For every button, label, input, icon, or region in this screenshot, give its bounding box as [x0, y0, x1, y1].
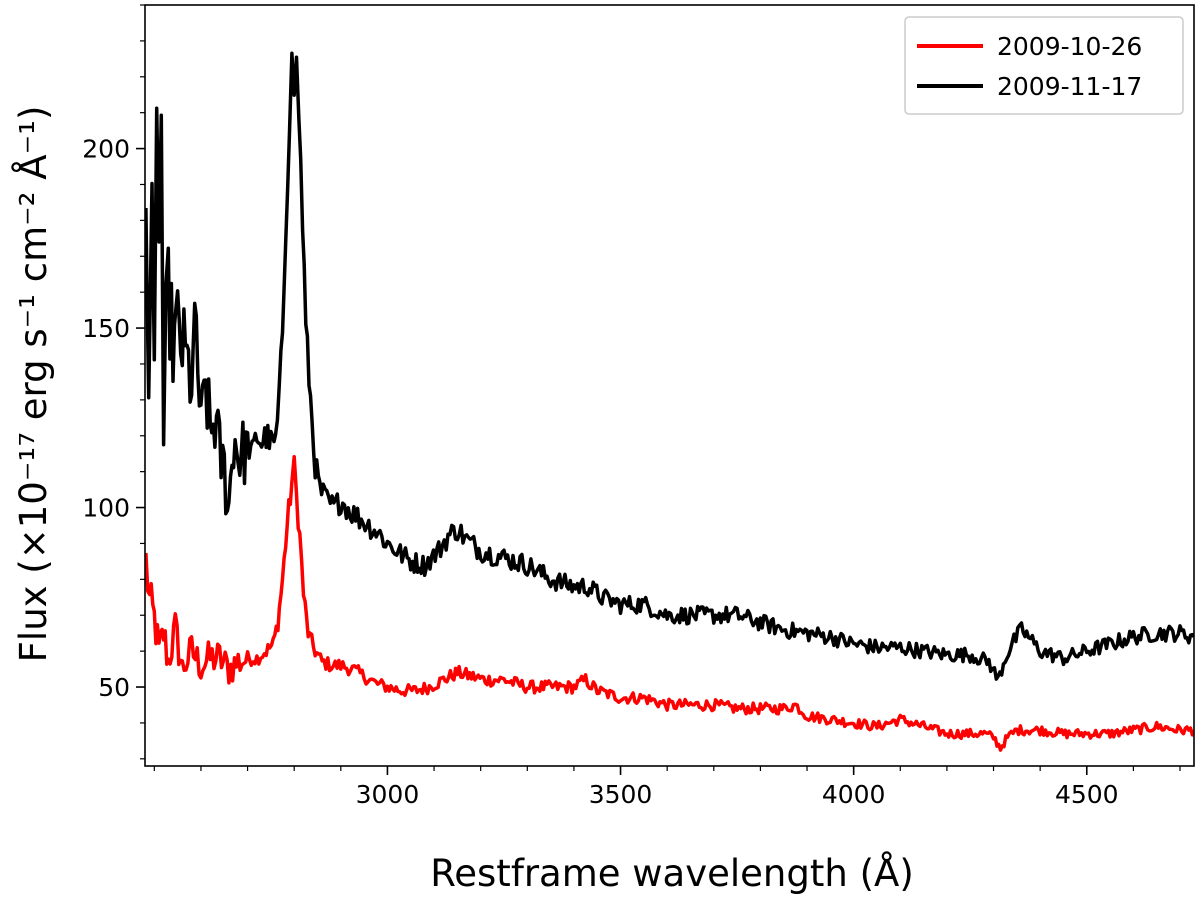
x-axis-label: Restframe wavelength (Å)	[430, 851, 914, 895]
x-tick-label-3: 4500	[1055, 780, 1119, 809]
axes-layer: 3000 3500 4000 4500 50 100 150 200	[82, 4, 1195, 809]
legend: 2009-10-26 2009-11-17	[904, 16, 1184, 115]
y-tick-label-1: 100	[82, 494, 130, 523]
x-tick-label-2: 4000	[822, 780, 886, 809]
plot-layer	[145, 51, 1194, 752]
x-tick-label-1: 3500	[589, 780, 653, 809]
y-tick-label-2: 150	[82, 314, 130, 343]
x-tick-label-0: 3000	[356, 780, 420, 809]
y-tick-label-3: 200	[82, 135, 130, 164]
y-tick-label-0: 50	[98, 673, 130, 702]
legend-label-0: 2009-10-26	[997, 32, 1142, 61]
legend-label-1: 2009-11-17	[997, 72, 1142, 101]
plot-frame	[144, 4, 1195, 767]
y-axis-label: Flux (×10⁻¹⁷ erg s⁻¹ cm⁻² Å⁻¹)	[11, 106, 55, 663]
series-group	[145, 51, 1194, 752]
series-line-0	[145, 454, 1194, 752]
legend-box	[904, 16, 1184, 115]
series-line-1	[145, 51, 1194, 681]
